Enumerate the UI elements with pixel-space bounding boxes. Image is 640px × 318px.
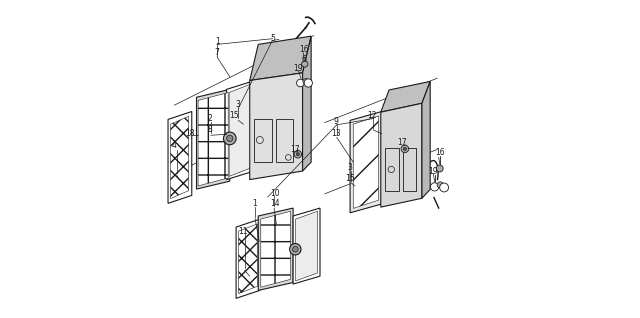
Text: 1: 1 [252,199,257,209]
Circle shape [296,153,300,156]
Text: 12: 12 [367,111,377,120]
Text: 3: 3 [236,100,240,109]
Circle shape [401,145,409,153]
Text: 16: 16 [299,45,308,54]
Polygon shape [168,112,192,203]
Polygon shape [250,73,303,180]
Text: 2: 2 [207,114,212,123]
Polygon shape [260,211,291,287]
Circle shape [431,183,439,191]
Circle shape [440,183,449,192]
Text: 17: 17 [290,145,300,154]
Text: 3: 3 [348,163,353,172]
Text: 1: 1 [215,37,220,46]
Circle shape [227,135,233,142]
Circle shape [303,79,308,84]
Text: 16: 16 [435,148,445,157]
Polygon shape [350,112,381,213]
Circle shape [294,150,301,158]
Text: 6: 6 [301,55,306,64]
Circle shape [290,244,301,255]
Polygon shape [250,36,311,80]
Polygon shape [422,81,430,198]
Text: 18: 18 [186,128,195,138]
Text: 10: 10 [270,189,280,198]
Text: 17: 17 [397,138,406,147]
Bar [253,120,272,162]
Text: 8: 8 [207,125,212,135]
Polygon shape [236,219,260,298]
Circle shape [437,182,444,188]
Text: 5: 5 [270,34,275,43]
Bar [385,148,399,191]
Text: 4: 4 [172,141,177,150]
Circle shape [296,79,304,87]
Polygon shape [229,85,250,176]
Polygon shape [227,81,252,180]
Polygon shape [170,116,189,198]
Circle shape [292,246,298,252]
Circle shape [301,61,308,67]
Circle shape [403,147,406,150]
Polygon shape [303,36,311,171]
Polygon shape [353,116,379,208]
Text: 11: 11 [239,227,248,236]
Text: 14: 14 [270,199,280,209]
Polygon shape [198,93,228,186]
Circle shape [304,79,312,87]
Circle shape [223,132,236,145]
Text: 15: 15 [229,111,239,120]
Text: 19: 19 [429,167,438,176]
Text: 7: 7 [214,48,220,58]
Text: 15: 15 [345,174,355,183]
Circle shape [436,165,443,172]
Text: 19: 19 [293,64,303,73]
Bar [276,120,292,162]
Polygon shape [196,89,230,189]
Polygon shape [259,208,293,290]
Text: 9: 9 [333,117,339,126]
Bar [403,148,416,191]
Polygon shape [239,224,257,294]
Text: 13: 13 [331,128,340,138]
Polygon shape [296,211,317,281]
Polygon shape [293,208,320,284]
Polygon shape [381,81,430,112]
Polygon shape [381,103,422,207]
